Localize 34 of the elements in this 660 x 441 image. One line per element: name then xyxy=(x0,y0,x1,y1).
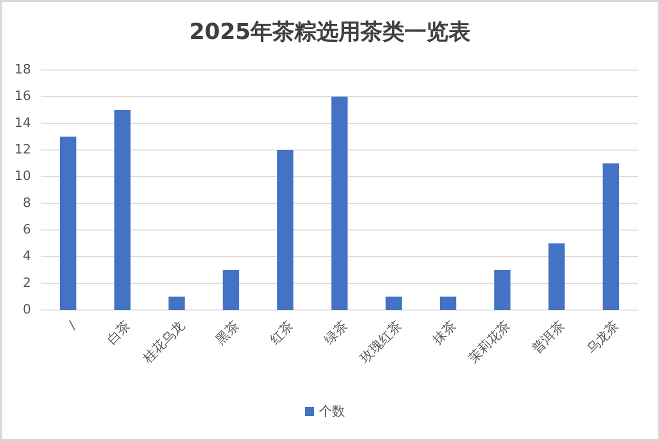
x-tick-label: 白茶 xyxy=(104,318,134,348)
y-tick-label: 8 xyxy=(22,196,31,211)
y-tick-label: 2 xyxy=(22,276,31,291)
bar xyxy=(277,150,294,310)
x-tick-label: 黑茶 xyxy=(213,318,242,348)
bar xyxy=(548,243,565,310)
x-tick-label: 乌龙茶 xyxy=(584,318,622,357)
legend-label: 个数 xyxy=(319,404,345,420)
bar xyxy=(440,296,456,310)
y-tick-label: 14 xyxy=(14,116,31,131)
y-tick-label: 18 xyxy=(14,62,31,78)
x-tick-label: 玫瑰红茶 xyxy=(358,318,406,366)
x-tick-label: 抹茶 xyxy=(430,318,460,348)
y-tick-label: 10 xyxy=(14,169,31,184)
bar xyxy=(331,96,348,310)
x-tick-label: 红茶 xyxy=(268,318,297,348)
x-tick-label: 桂花乌龙 xyxy=(140,318,188,367)
bar xyxy=(60,136,76,310)
bar xyxy=(222,270,240,310)
y-tick-label: 0 xyxy=(22,302,31,318)
bar xyxy=(494,270,510,310)
y-tick-label: 16 xyxy=(14,89,31,104)
y-tick-label: 12 xyxy=(14,142,31,158)
x-tick-label: 普洱茶 xyxy=(529,318,568,357)
x-tick-label: 茉莉花茶 xyxy=(466,318,514,366)
x-tick-label: 绿茶 xyxy=(322,318,351,348)
bar xyxy=(386,296,402,310)
y-tick-label: 4 xyxy=(22,249,31,264)
bar xyxy=(168,296,185,310)
x-tick-label: / xyxy=(66,318,80,332)
bar xyxy=(602,163,620,310)
bar xyxy=(114,110,131,310)
chart-title: 2025年茶粽选用茶类一览表 xyxy=(189,20,471,46)
y-tick-label: 6 xyxy=(22,222,31,238)
